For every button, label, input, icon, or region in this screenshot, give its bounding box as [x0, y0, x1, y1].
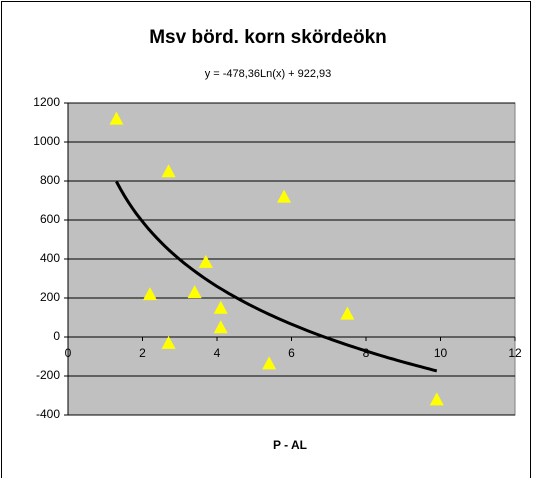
- y-tick-label: 600: [40, 212, 60, 226]
- chart-title: Msv börd. korn skördeökn: [149, 27, 387, 48]
- trendline: [115, 180, 438, 373]
- x-axis-label: P - AL: [273, 438, 307, 452]
- x-tick-label: 0: [65, 346, 72, 360]
- marker: [142, 287, 157, 301]
- marker: [198, 254, 213, 268]
- marker: [161, 335, 176, 349]
- x-tick-label: 8: [363, 346, 370, 360]
- y-tick-label: -200: [36, 368, 60, 382]
- trendline-equation: y = -478,36Ln(x) + 922,93: [205, 68, 332, 80]
- marker: [262, 356, 277, 370]
- x-tick-label: 10: [434, 346, 448, 360]
- y-tick-label: 400: [40, 251, 60, 265]
- marker: [340, 306, 355, 320]
- y-tick-label: 0: [53, 329, 60, 343]
- marker: [213, 300, 228, 314]
- y-tick-label: 200: [40, 290, 60, 304]
- marker: [429, 392, 444, 406]
- marker: [213, 320, 228, 334]
- x-tick-label: 4: [214, 346, 221, 360]
- x-tick-label: 6: [288, 346, 295, 360]
- marker: [109, 111, 124, 125]
- marker: [277, 189, 292, 203]
- y-tick-label: 1000: [33, 134, 60, 148]
- y-tick-label: 1200: [33, 95, 60, 109]
- marker: [187, 285, 202, 299]
- x-tick-label: 2: [139, 346, 146, 360]
- marker: [161, 164, 176, 178]
- y-tick-label: 800: [40, 173, 60, 187]
- y-tick-label: -400: [36, 407, 60, 421]
- x-tick-label: 12: [508, 346, 522, 360]
